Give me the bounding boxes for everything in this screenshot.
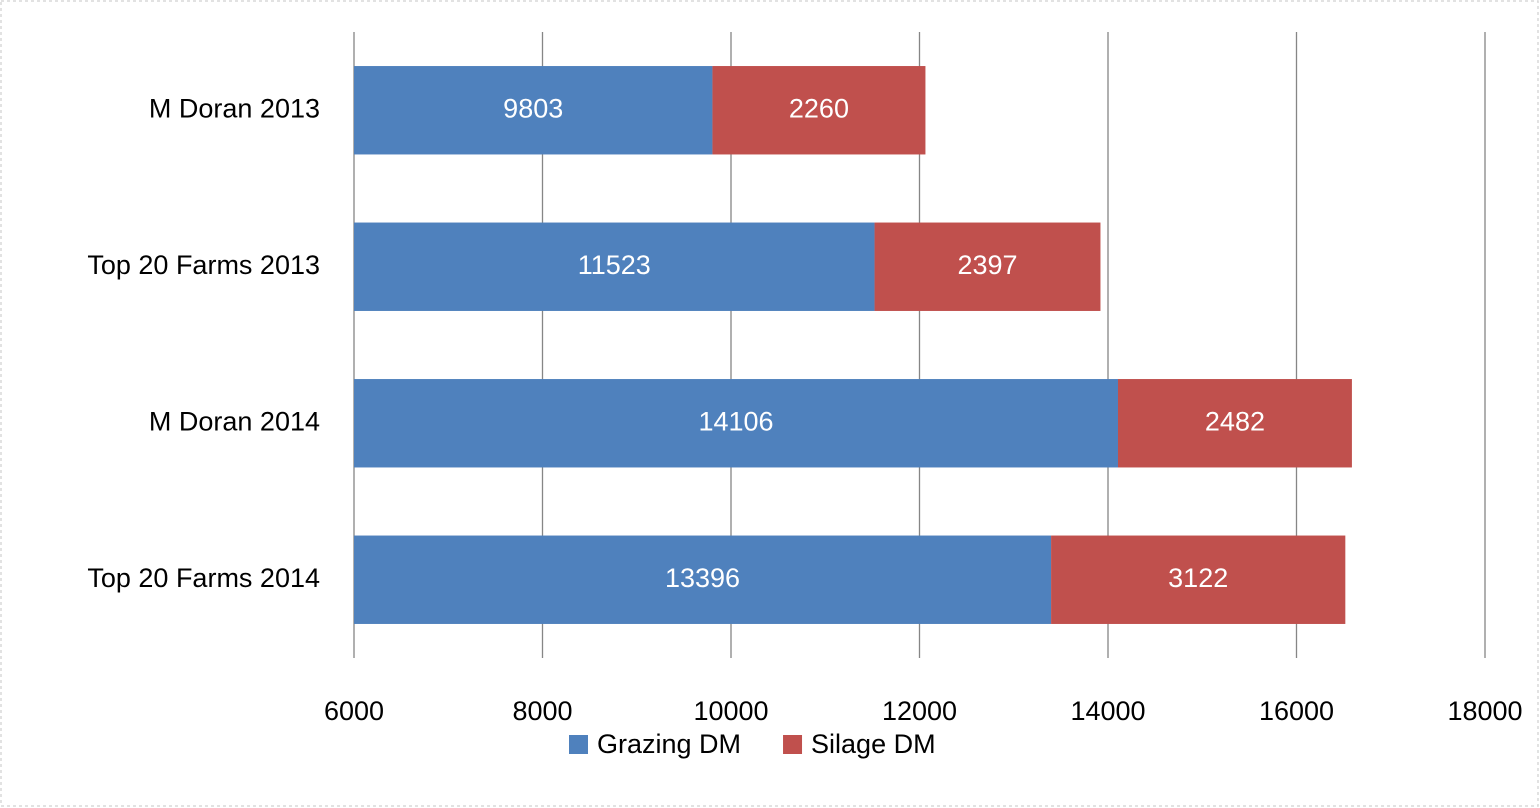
x-tick-label: 10000 (693, 696, 768, 726)
bar-segment (1117, 379, 1352, 468)
x-tick-label: 6000 (324, 696, 384, 726)
data-label: 2260 (789, 93, 849, 123)
y-tick-label: Top 20 Farms 2013 (87, 250, 320, 280)
x-tick-label: 8000 (512, 696, 572, 726)
data-label: 3122 (1168, 563, 1228, 593)
x-tick-label: 16000 (1259, 696, 1334, 726)
x-tick-label: 14000 (1070, 696, 1145, 726)
y-tick-label: Top 20 Farms 2014 (87, 563, 320, 593)
x-tick-label: 18000 (1447, 696, 1522, 726)
bar-segment (354, 535, 1052, 624)
legend-label: Silage DM (811, 729, 936, 759)
bar-segment (354, 379, 1118, 468)
data-label: 2482 (1205, 406, 1265, 436)
legend-swatch (783, 735, 803, 754)
bar-segment (712, 66, 926, 155)
data-label: 11523 (578, 250, 651, 280)
bar-segment (354, 222, 875, 311)
data-label: 13396 (665, 563, 740, 593)
x-tick-label: 12000 (882, 696, 957, 726)
data-label: 9803 (503, 93, 563, 123)
legend-label: Grazing DM (597, 729, 741, 759)
legend-swatch (569, 735, 588, 754)
data-label: 2397 (957, 250, 1017, 280)
bar-segment (1051, 535, 1346, 624)
bar-segment (354, 66, 713, 155)
y-tick-label: M Doran 2013 (149, 93, 320, 123)
y-tick-label: M Doran 2014 (149, 406, 320, 436)
data-label: 14106 (698, 406, 773, 436)
bar-segment (874, 222, 1101, 311)
